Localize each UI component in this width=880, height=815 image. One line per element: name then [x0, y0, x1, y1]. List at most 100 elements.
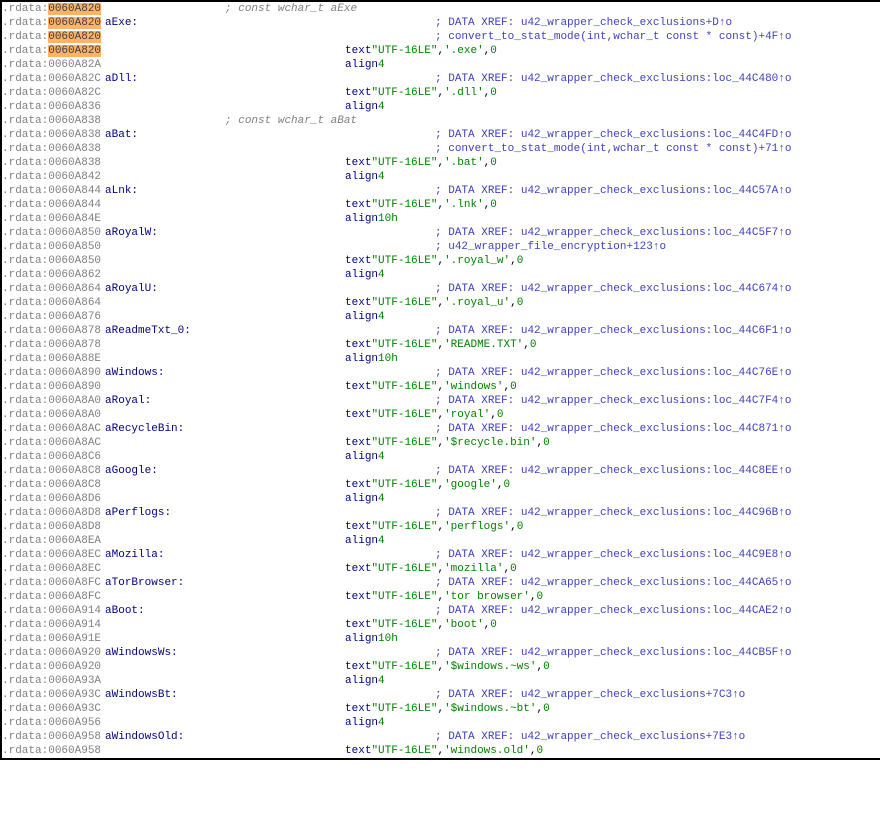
xref-comment[interactable]: ; DATA XREF: u42_wrapper_check_exclusion…: [435, 548, 791, 562]
address-column: .rdata:0060A8EC: [2, 548, 101, 562]
address-column: .rdata:0060A876: [2, 310, 101, 324]
listing-line: .rdata:0060A8C8 aGoogle:; DATA XREF: u42…: [2, 464, 880, 478]
instruction-keyword: text: [345, 44, 371, 58]
symbol-label[interactable]: aDll:: [101, 72, 225, 86]
address-column: .rdata:0060A93C: [2, 702, 101, 716]
listing-line: .rdata:0060A8EA align 4: [2, 534, 880, 548]
instruction-keyword: text: [345, 156, 371, 170]
xref-comment[interactable]: ; DATA XREF: u42_wrapper_check_exclusion…: [435, 366, 791, 380]
instruction-keyword: align: [345, 268, 378, 282]
xref-comment[interactable]: ; convert_to_stat_mode(int,wchar_t const…: [435, 142, 791, 156]
listing-line: .rdata:0060A850 ; u42_wrapper_file_encry…: [2, 240, 880, 254]
listing-line: .rdata:0060A850 aRoyalW:; DATA XREF: u42…: [2, 226, 880, 240]
xref-comment[interactable]: ; DATA XREF: u42_wrapper_check_exclusion…: [435, 688, 745, 702]
address-column: .rdata:0060A842: [2, 170, 101, 184]
xref-comment[interactable]: ; DATA XREF: u42_wrapper_check_exclusion…: [435, 604, 791, 618]
xref-comment[interactable]: ; DATA XREF: u42_wrapper_check_exclusion…: [435, 576, 791, 590]
symbol-label[interactable]: aGoogle:: [101, 464, 225, 478]
listing-line: .rdata:0060A864 text "UTF-16LE", '.royal…: [2, 296, 880, 310]
address-column: .rdata:0060A82C: [2, 72, 101, 86]
symbol-label[interactable]: aPerflogs:: [101, 506, 225, 520]
xref-comment[interactable]: ; DATA XREF: u42_wrapper_check_exclusion…: [435, 184, 791, 198]
listing-line: .rdata:0060A91E align 10h: [2, 632, 880, 646]
address-column: .rdata:0060A91E: [2, 632, 101, 646]
xref-comment[interactable]: ; DATA XREF: u42_wrapper_check_exclusion…: [435, 464, 791, 478]
instruction-keyword: text: [345, 660, 371, 674]
listing-line: .rdata:0060A842 align 4: [2, 170, 880, 184]
address-column: .rdata:0060A864: [2, 282, 101, 296]
symbol-label[interactable]: aRoyal:: [101, 394, 225, 408]
symbol-label[interactable]: aRecycleBin:: [101, 422, 225, 436]
xref-comment[interactable]: ; DATA XREF: u42_wrapper_check_exclusion…: [435, 72, 791, 86]
listing-line: .rdata:0060A850 text "UTF-16LE", '.royal…: [2, 254, 880, 268]
address-column: .rdata:0060A8D8: [2, 520, 101, 534]
listing-line: .rdata:0060A8C6 align 4: [2, 450, 880, 464]
symbol-label[interactable]: aWindows:: [101, 366, 225, 380]
listing-line: .rdata:0060A8D8 text "UTF-16LE", 'perflo…: [2, 520, 880, 534]
xref-comment[interactable]: ; DATA XREF: u42_wrapper_check_exclusion…: [435, 128, 791, 142]
inline-comment: ; const wchar_t aExe: [225, 2, 357, 16]
listing-line: .rdata:0060A914 text "UTF-16LE", 'boot',…: [2, 618, 880, 632]
listing-line: .rdata:0060A844 aLnk:; DATA XREF: u42_wr…: [2, 184, 880, 198]
listing-line: .rdata:0060A82A align 4: [2, 58, 880, 72]
xref-comment[interactable]: ; u42_wrapper_file_encryption+123↑o: [435, 240, 666, 254]
symbol-label[interactable]: aMozilla:: [101, 548, 225, 562]
listing-line: .rdata:0060A8A0 text "UTF-16LE", 'royal'…: [2, 408, 880, 422]
instruction-keyword: text: [345, 198, 371, 212]
symbol-label[interactable]: aReadmeTxt_0:: [101, 324, 225, 338]
symbol-label[interactable]: aWindowsOld:: [101, 730, 225, 744]
xref-comment[interactable]: ; DATA XREF: u42_wrapper_check_exclusion…: [435, 422, 791, 436]
xref-comment[interactable]: ; convert_to_stat_mode(int,wchar_t const…: [435, 30, 791, 44]
xref-comment[interactable]: ; DATA XREF: u42_wrapper_check_exclusion…: [435, 394, 791, 408]
address-column: .rdata:0060A88E: [2, 352, 101, 366]
symbol-label[interactable]: aRoyalU:: [101, 282, 225, 296]
listing-line: .rdata:0060A820 ; const wchar_t aExe: [2, 2, 880, 16]
address-column: .rdata:0060A8D6: [2, 492, 101, 506]
address-column: .rdata:0060A8EC: [2, 562, 101, 576]
instruction-keyword: align: [345, 450, 378, 464]
symbol-label[interactable]: aBat:: [101, 128, 225, 142]
symbol-label[interactable]: aTorBrowser:: [101, 576, 225, 590]
instruction-keyword: text: [345, 380, 371, 394]
instruction-keyword: align: [345, 492, 378, 506]
xref-comment[interactable]: ; DATA XREF: u42_wrapper_check_exclusion…: [435, 16, 732, 30]
listing-line: .rdata:0060A914 aBoot:; DATA XREF: u42_w…: [2, 604, 880, 618]
listing-line: .rdata:0060A844 text "UTF-16LE", '.lnk',…: [2, 198, 880, 212]
address-column: .rdata:0060A8A0: [2, 394, 101, 408]
listing-line: .rdata:0060A88E align 10h: [2, 352, 880, 366]
address-column: .rdata:0060A8C6: [2, 450, 101, 464]
listing-line: .rdata:0060A8FC aTorBrowser:; DATA XREF:…: [2, 576, 880, 590]
instruction-keyword: text: [345, 254, 371, 268]
xref-comment[interactable]: ; DATA XREF: u42_wrapper_check_exclusion…: [435, 282, 791, 296]
xref-comment[interactable]: ; DATA XREF: u42_wrapper_check_exclusion…: [435, 506, 791, 520]
listing-line: .rdata:0060A920 text "UTF-16LE", '$windo…: [2, 660, 880, 674]
symbol-label[interactable]: aWindowsBt:: [101, 688, 225, 702]
address-column: .rdata:0060A820: [2, 16, 101, 30]
address-column: .rdata:0060A836: [2, 100, 101, 114]
xref-comment[interactable]: ; DATA XREF: u42_wrapper_check_exclusion…: [435, 226, 791, 240]
address-column: .rdata:0060A8EA: [2, 534, 101, 548]
instruction-keyword: text: [345, 562, 371, 576]
symbol-label[interactable]: aExe:: [101, 16, 225, 30]
listing-line: .rdata:0060A878 text "UTF-16LE", 'README…: [2, 338, 880, 352]
listing-line: .rdata:0060A93A align 4: [2, 674, 880, 688]
symbol-label[interactable]: aWindowsWs:: [101, 646, 225, 660]
address-column: .rdata:0060A8AC: [2, 422, 101, 436]
instruction-keyword: align: [345, 674, 378, 688]
xref-comment[interactable]: ; DATA XREF: u42_wrapper_check_exclusion…: [435, 324, 791, 338]
address-column: .rdata:0060A8A0: [2, 408, 101, 422]
address-column: .rdata:0060A850: [2, 254, 101, 268]
symbol-label[interactable]: aRoyalW:: [101, 226, 225, 240]
symbol-label[interactable]: aLnk:: [101, 184, 225, 198]
address-column: .rdata:0060A820: [2, 2, 101, 16]
address-column: .rdata:0060A862: [2, 268, 101, 282]
address-column: .rdata:0060A93C: [2, 688, 101, 702]
address-column: .rdata:0060A820: [2, 30, 101, 44]
instruction-keyword: align: [345, 58, 378, 72]
symbol-label[interactable]: aBoot:: [101, 604, 225, 618]
xref-comment[interactable]: ; DATA XREF: u42_wrapper_check_exclusion…: [435, 646, 791, 660]
listing-line: .rdata:0060A8AC aRecycleBin: ; DATA XREF:…: [2, 422, 880, 436]
address-column: .rdata:0060A878: [2, 324, 101, 338]
xref-comment[interactable]: ; DATA XREF: u42_wrapper_check_exclusion…: [435, 730, 745, 744]
address-column: .rdata:0060A920: [2, 646, 101, 660]
